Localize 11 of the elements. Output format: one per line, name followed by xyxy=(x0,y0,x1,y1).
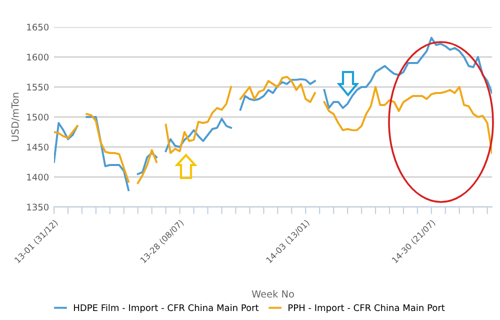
x-axis-title: Week No xyxy=(252,290,294,298)
legend-label: HDPE Film - Import - CFR China Main Port xyxy=(74,304,259,313)
y-tick-label: 1450 xyxy=(27,144,49,151)
y-axis-title: USD/mTon xyxy=(11,92,20,142)
y-tick-label: 1400 xyxy=(27,174,49,181)
y-tick-label: 1500 xyxy=(27,114,49,121)
legend-label: PPH - Import - CFR China Main Port xyxy=(288,304,445,313)
y-tick-label: 1350 xyxy=(27,204,49,211)
y-tick-label: 1550 xyxy=(27,84,49,91)
y-tick-label: 1650 xyxy=(27,24,49,31)
y-tick-label: 1600 xyxy=(27,54,49,61)
